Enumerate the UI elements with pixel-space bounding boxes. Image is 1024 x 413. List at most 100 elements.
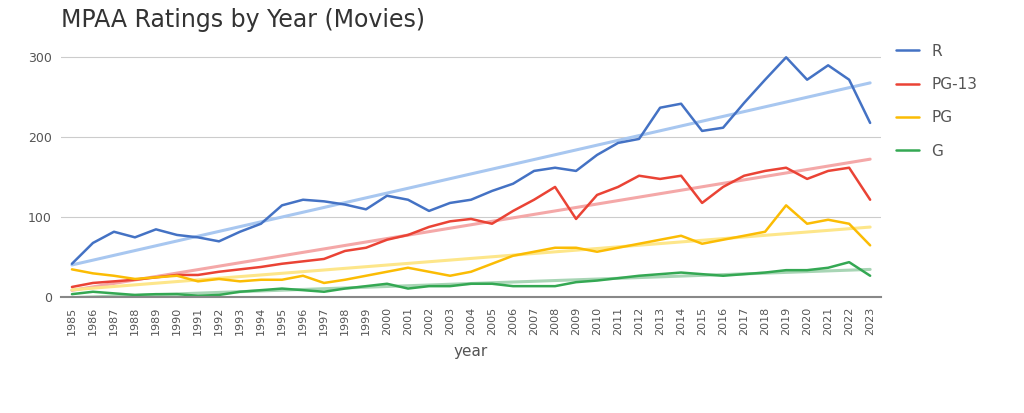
PG-13 [465,216,477,221]
G [87,289,99,294]
PG [801,221,813,226]
R [801,77,813,82]
PG [465,269,477,274]
R [381,193,393,198]
PG [191,279,204,284]
R [570,169,583,173]
G [528,284,541,289]
PG-13 [443,219,456,224]
G [801,268,813,273]
R [696,128,709,133]
G [465,281,477,286]
G [317,289,330,294]
PG-13 [717,185,729,190]
G [359,284,372,289]
PG [255,277,267,282]
G [339,286,351,291]
PG-13 [528,197,541,202]
PG [297,273,309,278]
R [717,125,729,130]
PG-13 [822,169,835,173]
PG [654,237,667,242]
PG-13 [570,216,583,221]
G [612,276,625,281]
PG [129,276,141,281]
PG-13 [549,185,561,190]
R [150,227,162,232]
Text: MPAA Ratings by Year (Movies): MPAA Ratings by Year (Movies) [61,8,425,32]
R [443,200,456,205]
G [381,281,393,286]
G [549,284,561,289]
R [297,197,309,202]
PG [528,249,541,254]
R [66,261,78,266]
PG-13 [66,285,78,290]
PG-13 [801,176,813,181]
G [191,293,204,298]
G [654,272,667,277]
PG [213,276,225,281]
PG [171,273,183,278]
R [108,229,120,234]
R [486,188,499,193]
PG [843,221,855,226]
PG-13 [654,176,667,181]
R [275,203,288,208]
R [87,240,99,245]
R [549,165,561,170]
Legend: R, PG-13, PG, G: R, PG-13, PG, G [896,44,978,159]
R [864,121,877,126]
G [591,278,603,283]
PG [401,265,414,270]
PG-13 [359,245,372,250]
PG [591,249,603,254]
PG [675,233,687,238]
G [129,292,141,297]
PG [339,277,351,282]
R [591,152,603,157]
R [255,221,267,226]
R [507,181,519,186]
R [843,77,855,82]
PG [633,241,645,246]
R [759,77,771,82]
PG-13 [213,269,225,274]
G [633,273,645,278]
PG [381,269,393,274]
Line: R: R [72,57,870,264]
PG-13 [381,237,393,242]
R [465,197,477,202]
G [759,270,771,275]
PG-13 [696,200,709,205]
G [401,286,414,291]
PG-13 [738,173,751,178]
PG-13 [87,280,99,285]
PG-13 [297,259,309,264]
PG-13 [150,275,162,280]
PG-13 [233,267,246,272]
G [738,272,751,277]
PG-13 [507,209,519,214]
PG-13 [317,256,330,261]
PG-13 [591,192,603,197]
G [150,292,162,297]
PG [612,245,625,250]
G [171,292,183,297]
R [213,239,225,244]
PG-13 [129,277,141,282]
R [129,235,141,240]
G [233,289,246,294]
G [486,281,499,286]
R [339,202,351,207]
G [780,268,793,273]
R [780,55,793,60]
PG-13 [255,264,267,269]
PG [696,241,709,246]
PG-13 [843,165,855,170]
G [822,265,835,270]
PG [317,280,330,285]
R [654,105,667,110]
PG [738,233,751,238]
PG-13 [612,185,625,190]
